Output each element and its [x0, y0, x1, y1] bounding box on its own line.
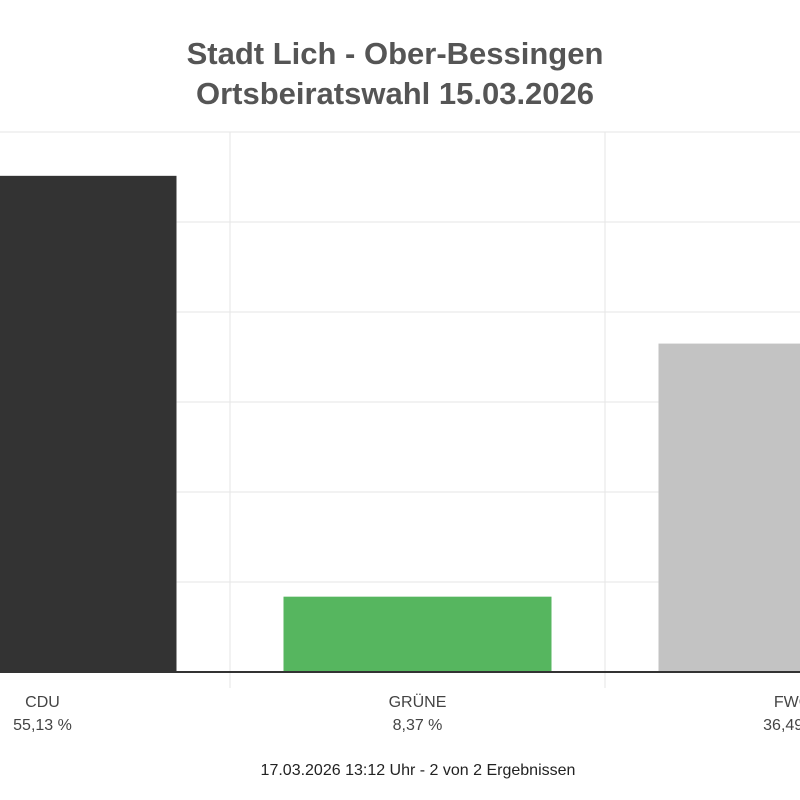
footer-timestamp: 17.03.2026 13:12 Uhr - 2 von 2 Ergebniss…	[260, 762, 576, 779]
value-label: 8,37 %	[393, 717, 443, 734]
value-label: 36,49 %	[763, 717, 800, 734]
bar-cdu	[0, 175, 177, 672]
chart-title-line-1: Stadt Lich - Ober-Bessingen	[186, 36, 604, 71]
category-label: GRÜNE	[389, 693, 447, 711]
value-label: 55,13 %	[13, 717, 72, 734]
category-label: FWG	[774, 694, 800, 711]
bar-grne	[283, 596, 552, 672]
category-label: CDU	[25, 694, 60, 711]
chart-title: Stadt Lich - Ober-Bessingen Ortsbeiratsw…	[0, 34, 790, 114]
bar-fwg	[658, 343, 800, 672]
chart-title-line-2: Ortsbeiratswahl 15.03.2026	[195, 76, 595, 111]
